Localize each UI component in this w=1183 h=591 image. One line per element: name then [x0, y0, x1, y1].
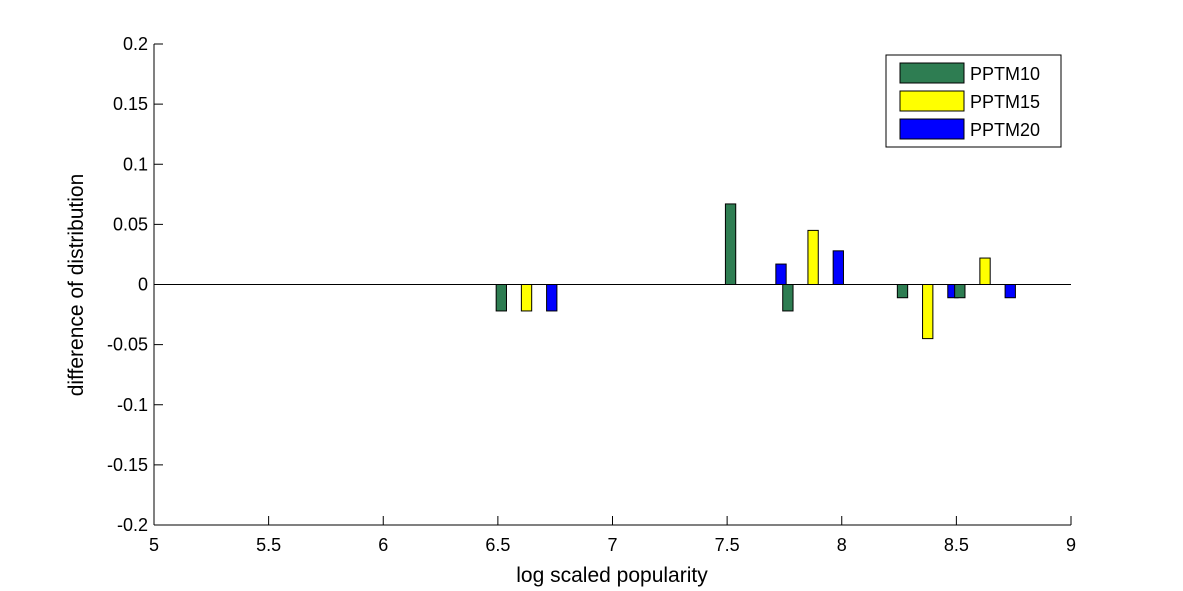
x-axis-label: log scaled popularity [516, 564, 708, 587]
x-tick-label: 7.5 [715, 535, 740, 555]
y-tick-label: 0.05 [113, 214, 148, 234]
legend-label: PPTM20 [970, 120, 1040, 140]
x-tick-label: 8 [837, 535, 847, 555]
bar-pptm10 [495, 284, 507, 312]
bar-pptm20 [1004, 284, 1016, 299]
plot-area: 5 5.5 6 6.5 7 7.5 8 8.5 9 -0.2 -0.15 -0.1 -0.05 0 0.05… [107, 34, 1076, 555]
x-tick-label: 7 [607, 535, 617, 555]
bar-pptm20 [775, 263, 787, 285]
x-tick-label: 5 [149, 535, 159, 555]
y-tick-label: -0.15 [107, 455, 148, 475]
bar-pptm15 [922, 284, 934, 340]
legend-label: PPTM15 [970, 92, 1040, 112]
x-tick-label: 8.5 [944, 535, 969, 555]
bar-pptm15 [979, 257, 991, 285]
bar-pptm10 [896, 284, 909, 299]
bar-pptm20 [546, 284, 558, 312]
y-tick-label: 0.2 [123, 34, 148, 54]
x-tick-label: 5.5 [256, 535, 281, 555]
legend-swatch [899, 62, 965, 84]
y-tick-label: 0 [138, 275, 148, 295]
x-tick-label: 9 [1066, 535, 1076, 555]
y-tick-label: 0.1 [123, 154, 148, 174]
bar-pptm15 [520, 284, 533, 312]
legend-label: PPTM10 [970, 64, 1040, 84]
legend-swatch [899, 118, 965, 140]
y-axis-label: difference of distribution [65, 174, 88, 397]
y-tick-label: -0.2 [117, 515, 148, 535]
bar-pptm15 [807, 229, 819, 285]
y-tick-label: -0.05 [107, 335, 148, 355]
bar-pptm10 [782, 284, 794, 312]
bar-pptm10 [954, 284, 966, 299]
y-tick-label: 0.15 [113, 94, 148, 114]
y-tick-label: -0.1 [117, 395, 148, 415]
x-tick-label: 6 [378, 535, 388, 555]
bar-pptm10 [724, 203, 737, 285]
x-tick-label: 6.5 [485, 535, 510, 555]
legend: PPTM10 PPTM15 PPTM20 [885, 54, 1062, 148]
bar-pptm20 [832, 250, 844, 285]
legend-swatch [899, 90, 965, 112]
